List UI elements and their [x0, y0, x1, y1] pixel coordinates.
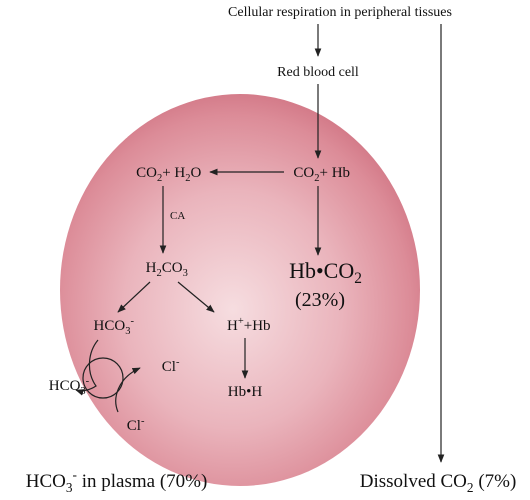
text-part: 2 — [354, 270, 362, 287]
text-part: (7%) — [474, 471, 517, 492]
node-label: H++Hb — [208, 316, 282, 334]
node-label: CO2+ H2O — [117, 165, 212, 184]
footer-label: HCO3- in plasma (70%) — [2, 467, 222, 495]
text-part: Hb•CO — [289, 258, 354, 283]
node-label: HCO3- — [30, 372, 100, 397]
text-part: O — [191, 165, 202, 181]
arrow — [177, 281, 215, 313]
text-part: in plasma (70%) — [77, 471, 207, 492]
enzyme-label: CA — [170, 210, 185, 222]
title: Cellular respiration in peripheral tissu… — [228, 5, 452, 20]
text-part: - — [73, 467, 77, 482]
text-part: + Hb — [320, 165, 351, 181]
node-label: Hb•CO2 — [262, 258, 379, 288]
text-part: 2 — [314, 173, 319, 184]
text-part: +Hb — [244, 318, 271, 334]
exchanger — [82, 357, 124, 399]
node-label: Hb•H — [228, 384, 263, 400]
footer-label: Dissolved CO2 (7%) — [336, 471, 530, 495]
text-part: + — [238, 316, 244, 327]
text-part: HCO — [94, 318, 126, 334]
text-part: Cl — [162, 359, 176, 375]
text-part: 3 — [183, 268, 188, 279]
node-label: CO2+ Hb — [275, 165, 362, 184]
percent-label: (23%) — [295, 289, 345, 311]
text-part: - — [176, 357, 180, 368]
text-part: CO — [162, 260, 183, 276]
node-label: Cl- — [108, 412, 156, 434]
node-label: H2CO3 — [127, 260, 199, 280]
text-part: 2 — [157, 173, 162, 184]
text-part: 2 — [185, 173, 190, 184]
text-part: HCO — [26, 471, 66, 492]
arrow — [117, 281, 151, 313]
text-part: + H — [162, 165, 185, 181]
text-part: - — [86, 376, 90, 387]
text-part: Cl — [127, 418, 141, 434]
text-part: H — [227, 318, 238, 334]
text-part: - — [141, 416, 145, 427]
arrow — [75, 339, 99, 396]
text-part: 3 — [125, 326, 130, 337]
node-label: Red blood cell — [277, 65, 359, 80]
node-label: Cl- — [143, 353, 191, 375]
text-part: Dissolved CO — [360, 471, 467, 492]
text-part: 3 — [80, 386, 85, 397]
text-part: HCO — [49, 378, 81, 394]
text-part: H — [146, 260, 157, 276]
red-blood-cell — [60, 94, 420, 486]
text-part: - — [130, 316, 134, 327]
arrow — [115, 367, 141, 413]
text-part: 2 — [157, 268, 162, 279]
text-part: CO — [136, 165, 157, 181]
text-part: 2 — [467, 480, 474, 495]
text-part: CO — [293, 165, 314, 181]
text-part: 3 — [66, 480, 73, 495]
node-label: HCO3- — [75, 312, 145, 337]
